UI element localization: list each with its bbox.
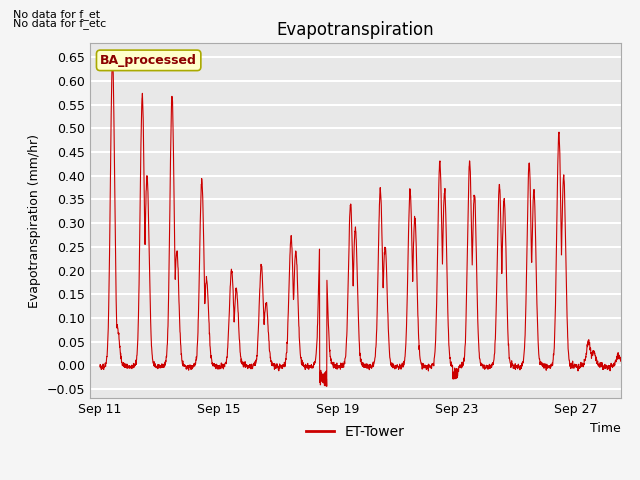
Y-axis label: Evapotranspiration (mm/hr): Evapotranspiration (mm/hr) (28, 134, 41, 308)
Text: No data for f_et: No data for f_et (13, 9, 100, 20)
Text: BA_processed: BA_processed (100, 54, 197, 67)
Text: No data for f_etc: No data for f_etc (13, 18, 106, 29)
Title: Evapotranspiration: Evapotranspiration (276, 21, 434, 39)
X-axis label: Time: Time (590, 422, 621, 435)
Legend: ET-Tower: ET-Tower (300, 420, 410, 445)
